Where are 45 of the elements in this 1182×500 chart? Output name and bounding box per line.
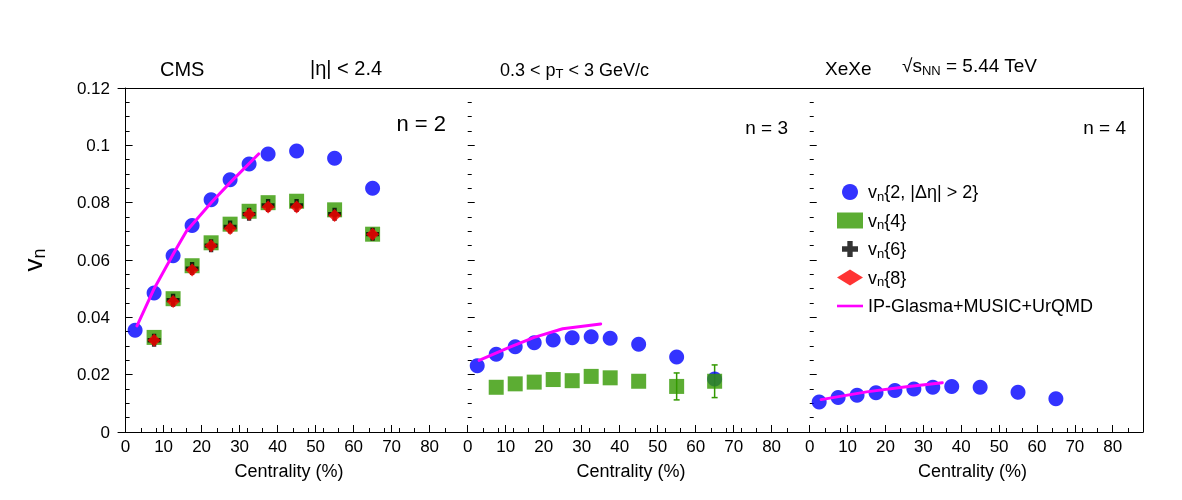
x-tick-label: 30 <box>913 437 933 456</box>
x-axis-title: Centrality (%) <box>234 461 344 481</box>
x-tick-label: 80 <box>762 437 782 456</box>
x-tick-label: 40 <box>610 437 630 456</box>
x-axis-title: Centrality (%) <box>918 461 1028 481</box>
annotation: n = 4 <box>1083 117 1127 138</box>
x-tick-label: 30 <box>572 437 592 456</box>
y-tick-label: 0.1 <box>86 135 110 155</box>
chart-title: CMS <box>160 58 205 80</box>
x-tick-label: 10 <box>838 437 858 456</box>
x-tick-label: 60 <box>686 437 706 456</box>
annotation: n = 2 <box>396 110 446 136</box>
y-tick-label: 0.02 <box>76 365 110 385</box>
annotation: n = 3 <box>745 117 789 138</box>
chart-title: XeXe <box>825 58 872 79</box>
x-tick-label: 80 <box>1103 437 1123 456</box>
x-tick-label: 10 <box>154 437 174 456</box>
x-tick-label: 60 <box>1027 437 1047 456</box>
x-tick-label: 0 <box>462 437 473 456</box>
y-tick-label: 0.12 <box>76 78 110 98</box>
x-tick-label: 40 <box>268 437 288 456</box>
x-tick-label: 50 <box>989 437 1009 456</box>
x-tick-label: 70 <box>382 437 402 456</box>
x-tick-label: 70 <box>724 437 744 456</box>
x-tick-label: 70 <box>1065 437 1085 456</box>
x-axis-title: Centrality (%) <box>576 461 686 481</box>
x-tick-label: 0 <box>804 437 815 456</box>
x-tick-label: 60 <box>344 437 364 456</box>
y-tick-label: 0.08 <box>76 193 110 213</box>
text: |η| < 2.4 <box>310 57 383 79</box>
x-tick-label: 20 <box>534 437 554 456</box>
x-tick-label: 30 <box>230 437 250 456</box>
x-tick-label: 20 <box>876 437 895 456</box>
x-tick-label: 40 <box>951 437 971 456</box>
y-tick-label: 0 <box>100 422 110 442</box>
x-tick-label: 80 <box>420 437 440 456</box>
x-tick-label: 50 <box>648 437 668 456</box>
y-axis-title: vn <box>18 248 49 272</box>
legend-label: IP-Glasma+MUSIC+UrQMD <box>868 296 1094 316</box>
x-tick-label: 0 <box>120 437 131 456</box>
y-tick-label: 0.04 <box>76 307 110 327</box>
x-tick-label: 10 <box>496 437 516 456</box>
x-tick-label: 50 <box>306 437 326 456</box>
x-tick-label: 20 <box>192 437 212 456</box>
y-tick-label: 0.06 <box>76 250 110 270</box>
